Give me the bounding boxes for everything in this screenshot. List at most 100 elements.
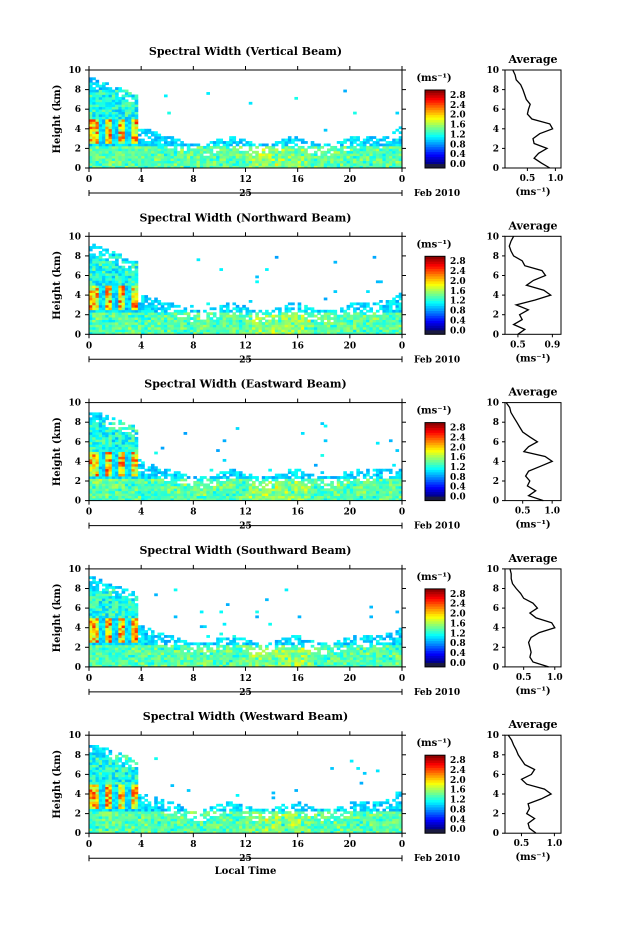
heatmap-cell [160, 485, 165, 489]
heatmap-cell [268, 493, 272, 497]
heatmap-cell [193, 155, 197, 159]
heatmap-cell [128, 444, 132, 448]
heatmap-cell [173, 304, 178, 308]
heatmap-cell [150, 131, 155, 135]
heatmap-cell [291, 485, 295, 489]
heatmap-cell [300, 476, 305, 479]
heatmap-cell [160, 637, 165, 641]
profile-x-tick-label: 1.0 [544, 507, 560, 517]
heatmap-cell [248, 101, 253, 105]
heatmap-cell [105, 312, 109, 316]
heatmap-cell [219, 141, 224, 144]
heatmap-cell [111, 331, 116, 335]
heatmap-cell [105, 439, 109, 443]
heatmap-cell [89, 114, 93, 117]
heatmap-cell [108, 255, 113, 259]
heatmap-cell [281, 148, 285, 152]
heatmap-cell [154, 652, 158, 655]
heatmap-cell [258, 324, 263, 328]
heatmap-cell [115, 255, 119, 259]
heatmap-cell [216, 153, 220, 157]
heatmap-cell [294, 163, 299, 166]
heatmap-cell [128, 304, 132, 308]
heatmap-cell [98, 119, 103, 122]
heatmap-cell [362, 322, 367, 325]
heatmap-cell [245, 158, 250, 161]
heatmap-cell [111, 121, 116, 125]
heatmap-cell [92, 463, 96, 467]
heatmap-cell [206, 150, 210, 154]
heatmap-cell [349, 163, 354, 166]
heatmap-cell [248, 476, 253, 479]
heatmap-cell [388, 300, 393, 303]
heatmap-cell [327, 324, 331, 328]
colorbar-swatch [425, 474, 445, 478]
heatmap-cell [274, 495, 279, 499]
heatmap-cell [134, 109, 139, 112]
heatmap-cell [108, 317, 113, 320]
heatmap-cell [307, 495, 312, 499]
heatmap-cell [102, 493, 106, 497]
heatmap-cell [281, 153, 285, 157]
colorbar-swatch [425, 449, 445, 453]
heatmap-cell [284, 312, 289, 316]
heatmap-cell [359, 153, 364, 157]
heatmap-cell [327, 314, 331, 318]
heatmap-cell [89, 644, 93, 648]
colorbar-swatch [425, 151, 445, 155]
heatmap-cell [265, 329, 269, 333]
heatmap-cell [89, 322, 93, 325]
heatmap-cell [294, 319, 299, 323]
heatmap-cell [150, 463, 155, 467]
heatmap-cell [333, 260, 338, 264]
heatmap-cell [294, 326, 299, 330]
heatmap-cell [385, 488, 390, 492]
heatmap-cell [102, 155, 106, 159]
heatmap-cell [137, 637, 142, 641]
heatmap-cell [163, 647, 168, 651]
heatmap-cell [141, 145, 145, 149]
heatmap-cell [392, 463, 396, 467]
heatmap-cell [359, 302, 364, 306]
heatmap-cell [366, 473, 370, 477]
heatmap-cell [95, 270, 100, 274]
heatmap-cell [105, 622, 109, 626]
heatmap-cell [154, 319, 158, 323]
heatmap-cell [271, 143, 276, 147]
heatmap-cell [206, 312, 210, 316]
heatmap-cell [102, 659, 106, 663]
heatmap-cell [95, 150, 100, 154]
heatmap-cell [121, 644, 126, 648]
heatmap-cell [372, 317, 377, 320]
heatmap-cell [382, 307, 387, 311]
heatmap-cell [388, 307, 393, 311]
heatmap-cell [92, 436, 96, 440]
heatmap-cell [128, 600, 132, 604]
heatmap-cell [121, 322, 126, 325]
heatmap-cell [98, 637, 103, 641]
heatmap-cell [105, 119, 109, 122]
heatmap-cell [141, 160, 145, 164]
heatmap-cell [98, 246, 103, 249]
heatmap-cell [225, 150, 230, 154]
heatmap-cell [121, 131, 126, 135]
heatmap-cell [382, 490, 387, 494]
heatmap-cell [154, 654, 158, 658]
heatmap-cell [229, 136, 233, 139]
heatmap-cell [382, 309, 387, 313]
heatmap-cell [111, 630, 116, 633]
heatmap-cell [287, 148, 292, 152]
heatmap-cell [108, 300, 113, 303]
heatmap-cell [366, 150, 370, 154]
heatmap-cell [157, 635, 162, 638]
heatmap-cell [167, 153, 171, 157]
heatmap-cell [98, 331, 103, 335]
heatmap-cell [121, 662, 126, 665]
heatmap-cell [265, 478, 269, 482]
heatmap-cell [147, 635, 152, 638]
heatmap-cell [190, 158, 194, 161]
heatmap-cell [118, 324, 122, 328]
heatmap-cell [154, 331, 158, 335]
heatmap-cell [258, 483, 263, 487]
heatmap-cell [121, 652, 126, 655]
